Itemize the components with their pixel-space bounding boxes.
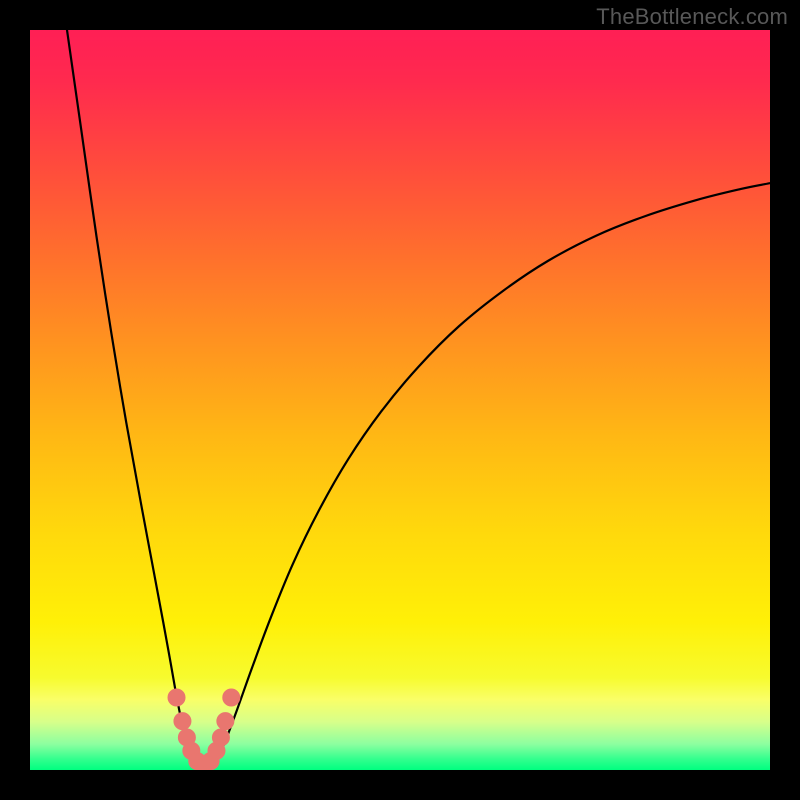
chart-stage: TheBottleneck.com <box>0 0 800 800</box>
plot-background <box>30 30 770 770</box>
bottleneck-chart <box>0 0 800 800</box>
bottleneck-marker <box>212 729 229 746</box>
bottleneck-marker <box>223 689 240 706</box>
bottleneck-marker <box>168 689 185 706</box>
bottleneck-marker <box>174 713 191 730</box>
watermark-text: TheBottleneck.com <box>596 4 788 30</box>
bottleneck-marker <box>217 713 234 730</box>
